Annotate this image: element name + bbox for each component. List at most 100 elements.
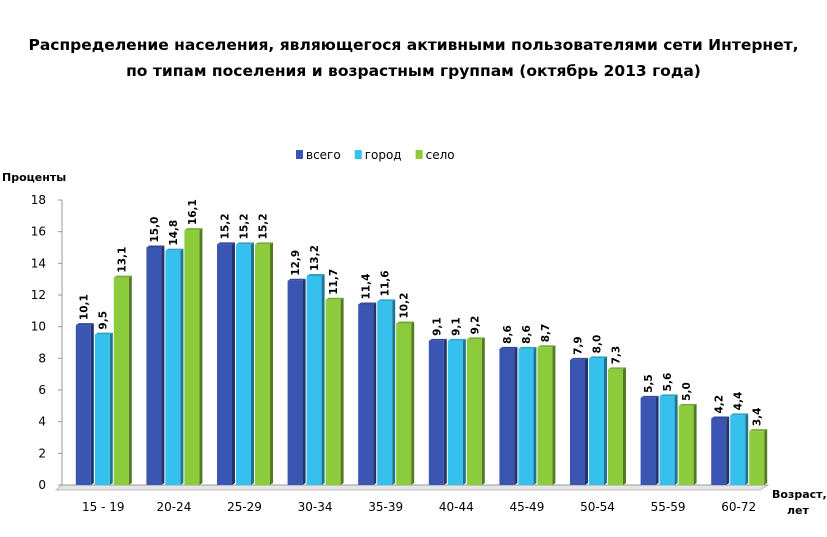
- bar-side: [745, 413, 749, 485]
- bar-side: [411, 321, 415, 485]
- bar-top: [730, 413, 749, 416]
- bar: [236, 244, 251, 485]
- x-tick-label: 15 - 19: [82, 500, 125, 514]
- y-tick-label: 14: [31, 256, 46, 270]
- bar-top: [94, 332, 113, 335]
- data-label: 10,2: [399, 293, 411, 319]
- data-label: 8,0: [592, 335, 604, 354]
- legend-swatch: [354, 150, 362, 159]
- chart-title: Распределение населения, являющегося акт…: [28, 36, 799, 54]
- bar: [287, 280, 303, 485]
- bar-side: [604, 356, 607, 485]
- bar-side: [109, 332, 113, 485]
- legend-entry: всего: [306, 148, 341, 162]
- data-label: 8,6: [502, 325, 514, 344]
- x-tick-label: 35-39: [368, 500, 403, 514]
- bar-side: [270, 242, 273, 485]
- bar-top: [255, 242, 273, 245]
- bar-side: [514, 346, 518, 485]
- bar-side: [340, 297, 344, 485]
- bar-top: [358, 302, 377, 305]
- bar-side: [90, 323, 94, 485]
- bar-side: [373, 302, 377, 485]
- bar: [711, 418, 727, 485]
- y-tick-label: 16: [31, 225, 46, 239]
- data-label: 8,6: [521, 325, 533, 344]
- y-tick-label: 0: [38, 478, 46, 492]
- bar: [518, 348, 534, 485]
- bar: [466, 339, 482, 485]
- x-tick-label: 25-29: [227, 500, 262, 514]
- bar-top: [570, 357, 588, 360]
- bar-side: [251, 242, 254, 485]
- bar-top: [236, 242, 254, 245]
- bar: [447, 340, 463, 485]
- bar-side: [199, 228, 203, 486]
- bar-side: [161, 245, 165, 485]
- y-tick-label: 8: [38, 351, 46, 365]
- bar: [75, 325, 91, 485]
- data-label: 7,9: [573, 336, 585, 355]
- data-label: 9,5: [97, 311, 109, 330]
- bar-top: [146, 245, 165, 248]
- bar-side: [302, 278, 306, 485]
- data-label: 14,8: [168, 220, 180, 246]
- chart-subtitle: по типам поселения и возрастным группам …: [126, 62, 701, 80]
- bar: [255, 244, 270, 485]
- y-tick-label: 4: [38, 415, 46, 429]
- data-labels-layer: 10,1 9,5 13,1 15,0 14,8 16,1 15,2 15,2 15,2 12,9 1…: [78, 199, 763, 426]
- y-tick-label: 2: [38, 446, 46, 460]
- bar: [396, 323, 412, 485]
- bar-top: [113, 275, 132, 278]
- bar: [146, 247, 162, 485]
- bar-top: [537, 345, 556, 348]
- bar-side: [623, 367, 626, 485]
- x-axis-label-unit: лет: [787, 504, 810, 517]
- bar-top: [287, 278, 306, 281]
- bar-side: [443, 338, 447, 485]
- bar-top: [306, 274, 325, 276]
- data-label: 5,0: [681, 382, 693, 401]
- data-label: 11,4: [361, 274, 373, 300]
- x-axis-label: Возраст,: [772, 488, 827, 501]
- bar-side: [180, 248, 184, 485]
- bar-top: [325, 297, 344, 300]
- x-tick-label: 40-44: [439, 500, 474, 514]
- data-label: 5,6: [662, 373, 674, 392]
- data-label: 13,2: [309, 245, 321, 271]
- bar-side: [655, 395, 659, 485]
- data-label: 9,1: [450, 317, 462, 336]
- bar: [94, 334, 110, 485]
- x-tick-label: 45-49: [509, 500, 544, 514]
- data-label: 3,4: [752, 408, 764, 427]
- bar-top: [165, 248, 184, 251]
- data-label: 10,1: [78, 294, 90, 320]
- bar-top: [589, 356, 607, 359]
- chart-floor: [54, 484, 770, 491]
- data-label: 16,1: [187, 199, 199, 225]
- bar: [570, 359, 585, 485]
- data-label: 15,2: [239, 213, 251, 239]
- bar-top: [377, 299, 396, 302]
- bar-top: [447, 338, 466, 341]
- x-tick-label: 60-72: [721, 500, 756, 514]
- legend-entry: село: [426, 148, 455, 162]
- y-tick-label: 18: [31, 193, 46, 207]
- bar-top: [184, 228, 203, 231]
- bar-top: [749, 429, 768, 432]
- bar: [608, 369, 623, 485]
- bar: [537, 347, 553, 485]
- legend-swatch: [296, 150, 303, 159]
- bar: [659, 396, 675, 485]
- bar: [678, 405, 694, 485]
- bar-top: [608, 367, 626, 370]
- data-label: 15,0: [149, 217, 161, 243]
- data-label: 9,2: [469, 316, 481, 335]
- bar: [306, 276, 322, 485]
- data-label: 4,4: [733, 392, 745, 411]
- bar-top: [428, 338, 447, 341]
- bar-side: [693, 403, 697, 485]
- data-label: 7,3: [611, 346, 623, 365]
- data-label: 9,1: [431, 317, 443, 336]
